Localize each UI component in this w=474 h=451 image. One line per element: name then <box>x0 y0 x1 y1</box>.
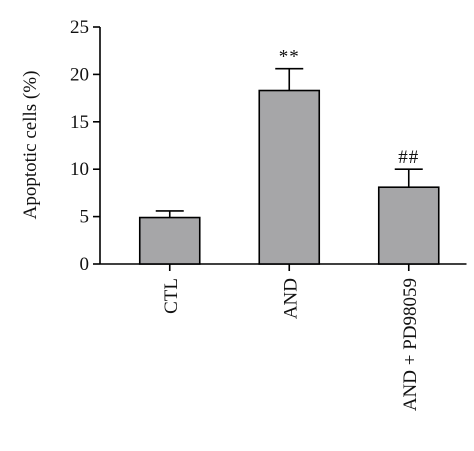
category-labels: CTL AND AND + PD98059 <box>161 278 421 411</box>
y-axis: 0 5 10 15 20 25 <box>70 17 101 275</box>
bar-0 <box>138 216 201 265</box>
category-label: CTL <box>161 278 182 314</box>
x-axis <box>100 263 467 271</box>
y-tick-label: 5 <box>80 207 90 228</box>
y-tick-label: 20 <box>70 64 89 85</box>
significance-marker: ## <box>398 147 419 168</box>
significance-marker: ** <box>279 47 300 68</box>
y-tick-label: 0 <box>80 254 90 275</box>
category-label: AND + PD98059 <box>400 278 421 411</box>
bars-group <box>138 89 440 265</box>
bar-2 <box>377 186 440 265</box>
y-tick-label: 10 <box>70 159 89 180</box>
error-bars-group <box>155 67 423 218</box>
y-axis-label: Apoptotic cells (%) <box>20 71 41 220</box>
y-tick-label: 25 <box>70 17 89 38</box>
bar-1 <box>258 89 321 265</box>
y-tick-label: 15 <box>70 112 89 133</box>
significance-labels: ** ## <box>279 47 419 168</box>
category-label: AND <box>280 278 301 319</box>
